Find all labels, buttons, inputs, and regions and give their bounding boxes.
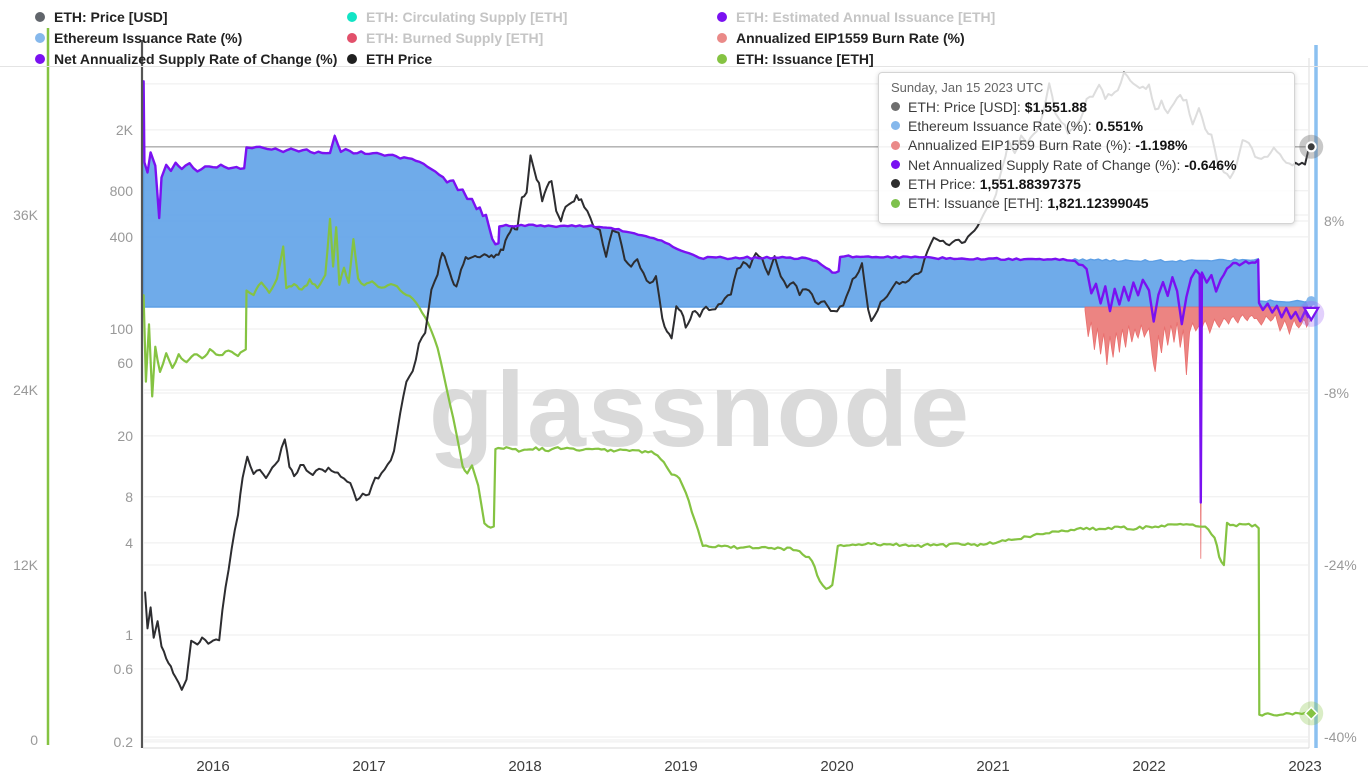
tooltip-row-label: Annualized EIP1559 Burn Rate (%):: [908, 137, 1132, 154]
price-axis-tick: 2K: [116, 122, 134, 138]
year-axis-tick: 2020: [820, 758, 853, 775]
tooltip-row-value: 1,551.88397375: [979, 175, 1081, 192]
pct-axis-tick: -40%: [1324, 729, 1357, 745]
supply-axis-tick: 36K: [13, 207, 39, 223]
tooltip-row: ETH: Price [USD]: $1,551.88: [891, 97, 1282, 116]
price-axis-tick: 0.2: [114, 734, 134, 750]
price-axis-tick: 800: [110, 183, 134, 199]
tooltip-series-dot-icon: [891, 140, 900, 150]
tooltip-row-value: 1,821.12399045: [1047, 195, 1149, 212]
tooltip-series-dot-icon: [891, 198, 900, 208]
legend-series-dot-icon: [35, 32, 45, 43]
legend-item-annualized-eip1559-burn-rate[interactable]: Annualized EIP1559 Burn Rate (%): [717, 27, 995, 48]
legend-series-dot-icon: [717, 53, 727, 64]
legend-series-dot-icon: [35, 53, 45, 64]
legend-divider: [0, 66, 1368, 67]
price-axis-tick: 4: [125, 535, 133, 551]
year-axis-tick: 2019: [664, 758, 697, 775]
legend-item-eth-price[interactable]: ETH Price: [347, 48, 567, 69]
legend-series-dot-icon: [347, 53, 357, 64]
legend-series-dot-icon: [717, 32, 727, 43]
tooltip-row: ETH Price: 1,551.88397375: [891, 174, 1282, 193]
tooltip-series-dot-icon: [891, 160, 900, 170]
legend-series-dot-icon: [717, 11, 727, 22]
pct-axis-tick: -8%: [1324, 385, 1349, 401]
tooltip-row-value: 0.551%: [1095, 117, 1144, 134]
legend-series-dot-icon: [347, 32, 357, 43]
year-axis-tick: 2021: [976, 758, 1009, 775]
tooltip-row: ETH: Issuance [ETH]: 1,821.12399045: [891, 193, 1282, 212]
legend-item-label: Ethereum Issuance Rate (%): [54, 29, 243, 46]
tooltip-series-dot-icon: [891, 102, 900, 112]
legend-item-label: ETH: Issuance [ETH]: [736, 50, 874, 67]
legend-item-net-annualized-supply-rate-of-change[interactable]: Net Annualized Supply Rate of Change (%): [35, 48, 337, 69]
tooltip-row-label: Net Annualized Supply Rate of Change (%)…: [908, 156, 1181, 173]
price-axis-tick: 8: [125, 489, 133, 505]
legend-item-eth-price-usd[interactable]: ETH: Price [USD]: [35, 6, 337, 27]
tooltip-row-label: ETH: Issuance [ETH]:: [908, 195, 1044, 212]
tooltip-row-value: -1.198%: [1135, 137, 1188, 154]
year-axis-tick: 2016: [196, 758, 229, 775]
legend-item-label: ETH Price: [366, 50, 433, 67]
legend-item-label: Net Annualized Supply Rate of Change (%): [54, 50, 338, 67]
legend-item-label: ETH: Burned Supply [ETH]: [366, 29, 544, 46]
year-axis-tick: 2017: [352, 758, 385, 775]
legend-column-2: ETH: Estimated Annual Issuance [ETH] Annu…: [717, 6, 995, 69]
supply-axis-tick: 12K: [13, 557, 39, 573]
marker-price-dot[interactable]: [1305, 141, 1317, 153]
price-axis-tick: 60: [117, 355, 133, 371]
tooltip-row-label: Ethereum Issuance Rate (%):: [908, 117, 1092, 134]
marker-eth-issuance-diamond[interactable]: [1304, 706, 1319, 721]
chart-legend: ETH: Price [USD] Ethereum Issuance Rate (…: [0, 6, 1368, 69]
tooltip-series-dot-icon: [891, 121, 900, 131]
legend-item-label: Annualized EIP1559 Burn Rate (%): [736, 29, 965, 46]
legend-item-eth-burned-supply-eth[interactable]: ETH: Burned Supply [ETH]: [347, 27, 567, 48]
tooltip-row: Annualized EIP1559 Burn Rate (%): -1.198%: [891, 136, 1282, 155]
supply-axis-tick: 24K: [13, 382, 39, 398]
price-axis-tick: 400: [110, 229, 134, 245]
tooltip-row-label: ETH Price:: [908, 175, 976, 192]
marker-issuance-rate-dot: [1306, 296, 1317, 307]
tooltip-row-value: $1,551.88: [1024, 98, 1088, 115]
price-axis-tick: 1: [125, 627, 133, 643]
legend-column-1: ETH: Circulating Supply [ETH] ETH: Burned…: [347, 6, 567, 69]
legend-series-dot-icon: [35, 11, 45, 22]
legend-item-label: ETH: Price [USD]: [54, 8, 168, 25]
legend-series-dot-icon: [347, 11, 357, 22]
legend-column-0: ETH: Price [USD] Ethereum Issuance Rate (…: [35, 6, 337, 69]
price-axis-tick: 20: [117, 428, 133, 444]
legend-item-ethereum-issuance-rate[interactable]: Ethereum Issuance Rate (%): [35, 27, 337, 48]
pct-axis-tick: 8%: [1324, 213, 1344, 229]
legend-item-label: ETH: Estimated Annual Issuance [ETH]: [736, 8, 996, 25]
legend-item-eth-issuance-eth[interactable]: ETH: Issuance [ETH]: [717, 48, 995, 69]
series-eth_issuance-line: [142, 217, 1313, 717]
legend-item-eth-circulating-supply-eth[interactable]: ETH: Circulating Supply [ETH]: [347, 6, 567, 27]
tooltip-row-value: -0.646%: [1184, 156, 1237, 173]
tooltip-row: Ethereum Issuance Rate (%): 0.551%: [891, 116, 1282, 135]
series-net_supply-line: [142, 80, 1313, 504]
year-axis-tick: 2023: [1288, 758, 1321, 775]
tooltip-row-label: ETH: Price [USD]:: [908, 98, 1021, 115]
tooltip-row: Net Annualized Supply Rate of Change (%)…: [891, 155, 1282, 174]
year-axis-tick: 2018: [508, 758, 541, 775]
pct-axis-tick: -24%: [1324, 557, 1357, 573]
legend-item-eth-estimated-annual-issuance-eth[interactable]: ETH: Estimated Annual Issuance [ETH]: [717, 6, 995, 27]
glassnode-watermark: glassnode: [429, 351, 971, 469]
tooltip-date: Sunday, Jan 15 2023 UTC: [891, 80, 1044, 95]
series-burn_rate-area: [1084, 306, 1312, 559]
year-axis-tick: 2022: [1132, 758, 1165, 775]
price-axis-tick: 0.6: [114, 661, 134, 677]
price-axis-tick: 100: [110, 321, 134, 337]
supply-axis-tick: 0: [30, 732, 38, 748]
tooltip-series-dot-icon: [891, 179, 900, 189]
legend-item-label: ETH: Circulating Supply [ETH]: [366, 8, 568, 25]
marker-net-supply-triangle[interactable]: [1302, 306, 1321, 323]
hover-tooltip: Sunday, Jan 15 2023 UTC ETH: Price [USD]…: [878, 72, 1295, 224]
